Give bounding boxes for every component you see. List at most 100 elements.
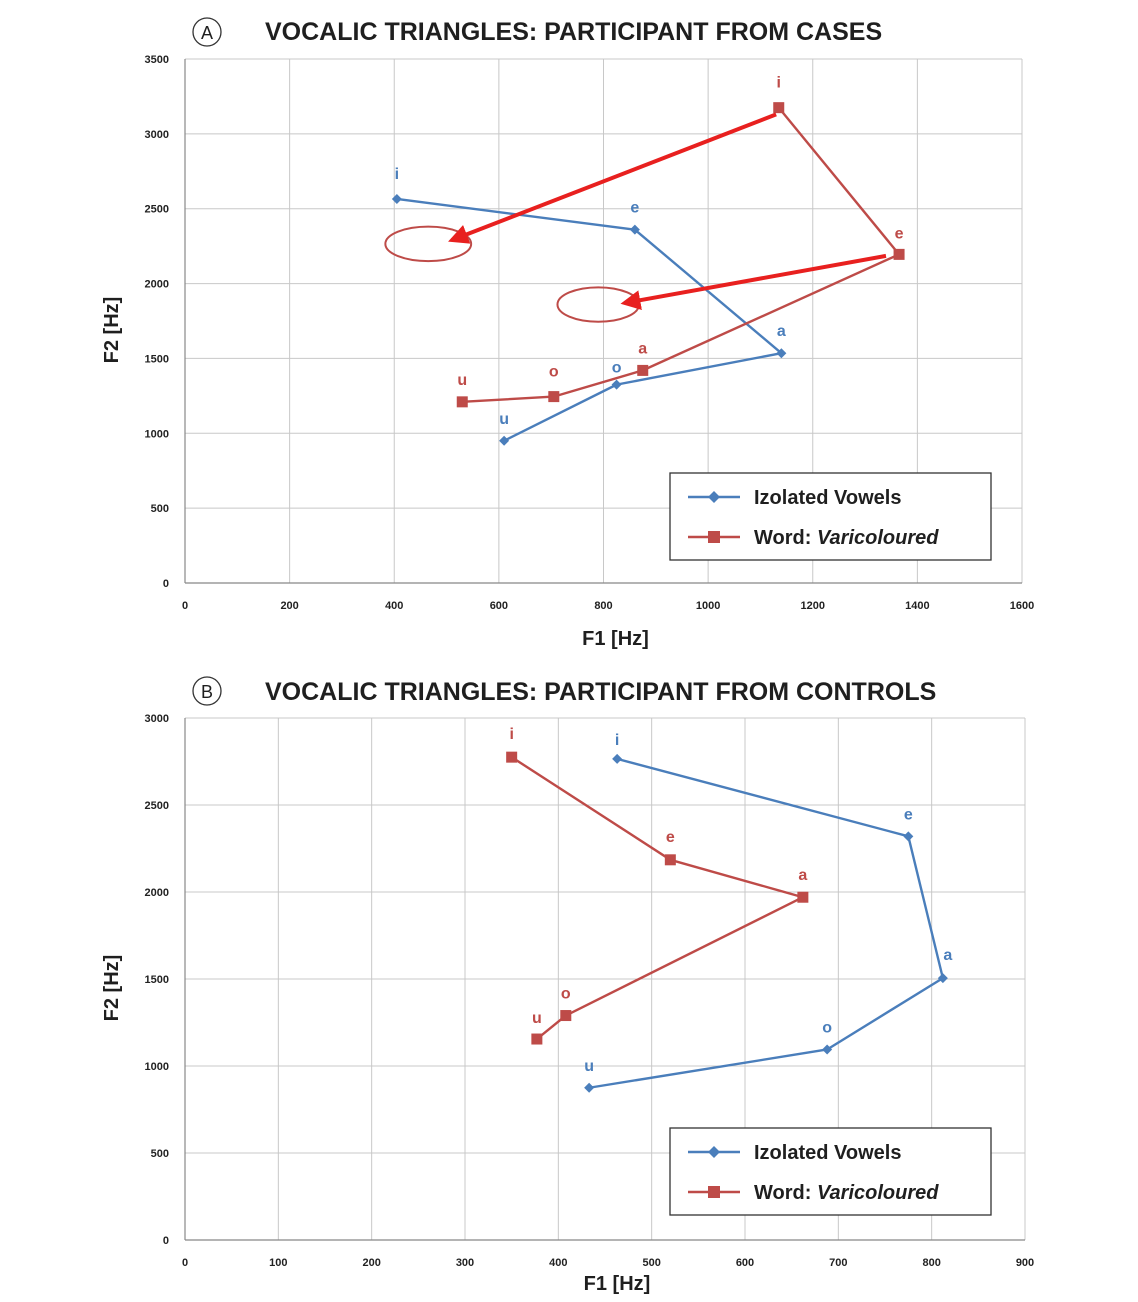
panel-letter: B <box>201 682 213 702</box>
legend-marker-diamond <box>708 1146 720 1158</box>
x-tick-label: 900 <box>1016 1257 1034 1269</box>
chart-title: VOCALIC TRIANGLES: PARTICIPANT FROM CASE… <box>265 18 882 46</box>
chart-title: VOCALIC TRIANGLES: PARTICIPANT FROM CONT… <box>265 678 936 706</box>
vowel-label: u <box>532 1010 542 1027</box>
vowel-label: i <box>615 732 619 749</box>
data-point-square <box>773 102 785 114</box>
y-tick-label: 500 <box>151 503 169 515</box>
vowel-label: e <box>666 829 675 846</box>
vowel-label: u <box>584 1058 594 1075</box>
data-point-diamond <box>391 193 402 204</box>
legend-label-word: Word: Varicoloured <box>754 527 939 549</box>
x-tick-label: 200 <box>280 600 298 612</box>
series-line-isolated-vowels <box>588 757 945 1089</box>
data-point-diamond <box>629 224 640 235</box>
vowel-label: o <box>561 986 571 1003</box>
y-tick-label: 2000 <box>145 887 169 899</box>
series-line-word-varicoloured <box>511 756 805 1040</box>
x-tick-label: 800 <box>594 600 612 612</box>
x-tick-label: 200 <box>362 1257 380 1269</box>
x-tick-label: 0 <box>182 600 188 612</box>
legend-box <box>669 1127 992 1216</box>
x-tick-label: 300 <box>456 1257 474 1269</box>
x-tick-label: 0 <box>182 1257 188 1269</box>
data-point-square <box>637 364 649 376</box>
legend: Izolated Vowels Word: Varicoloured <box>669 1127 992 1216</box>
legend-label-word: Word: Varicoloured <box>754 1182 939 1204</box>
data-point-diamond <box>499 435 510 446</box>
x-tick-label: 100 <box>269 1257 287 1269</box>
data-point-square <box>893 248 905 260</box>
data-point-diamond <box>903 831 914 842</box>
y-tick-label: 3000 <box>145 713 169 725</box>
vowel-label: e <box>630 200 639 217</box>
y-tick-label: 0 <box>163 1235 169 1247</box>
x-tick-label: 1200 <box>801 600 825 612</box>
y-tick-label: 1000 <box>145 1061 169 1073</box>
legend-marker-diamond <box>708 491 720 503</box>
data-point-diamond <box>612 753 623 764</box>
data-point-diamond <box>937 973 948 984</box>
y-tick-label: 1500 <box>145 353 169 365</box>
data-point-square <box>531 1033 543 1045</box>
data-point-diamond <box>611 379 622 390</box>
chart-panel-a: A VOCALIC TRIANGLES: PARTICIPANT FROM CAS… <box>101 17 1034 650</box>
x-tick-label: 1400 <box>905 600 929 612</box>
series-line-isolated-vowels <box>396 197 783 442</box>
x-axis-label: F1 [Hz] <box>582 628 649 650</box>
legend-label-word-prefix: Word: <box>754 527 817 549</box>
data-point-square <box>797 891 809 903</box>
vowel-label: u <box>457 372 467 389</box>
x-tick-label: 1600 <box>1010 600 1034 612</box>
vowel-label: o <box>822 1019 832 1036</box>
vowel-label: a <box>777 323 786 340</box>
x-tick-label: 400 <box>385 600 403 612</box>
vowel-label: i <box>395 166 399 183</box>
y-tick-label: 500 <box>151 1148 169 1160</box>
x-tick-label: 800 <box>922 1257 940 1269</box>
legend-label-isolated: Izolated Vowels <box>754 1142 901 1164</box>
vowel-label: e <box>895 225 904 242</box>
vowel-label: a <box>798 867 807 884</box>
legend: Izolated Vowels Word: Varicoloured <box>669 472 992 561</box>
vowel-label: e <box>904 806 913 823</box>
x-tick-label: 600 <box>490 600 508 612</box>
x-tick-label: 700 <box>829 1257 847 1269</box>
y-tick-label: 1500 <box>145 974 169 986</box>
data-point-square <box>560 1010 572 1022</box>
y-tick-label: 0 <box>163 578 169 590</box>
y-tick-label: 1000 <box>145 428 169 440</box>
x-tick-label: 500 <box>642 1257 660 1269</box>
legend-marker-square <box>708 531 720 543</box>
annotation-arrow <box>448 112 777 244</box>
vowel-label: o <box>612 360 622 377</box>
data-point-square <box>548 391 560 403</box>
data-point-diamond <box>584 1082 595 1093</box>
x-axis-label: F1 [Hz] <box>584 1273 651 1295</box>
vowel-label: a <box>943 947 952 964</box>
legend-label-word-italic: Varicoloured <box>817 527 939 549</box>
data-point-square <box>456 396 468 408</box>
y-tick-label: 3500 <box>145 54 169 66</box>
panel-letter-circle <box>192 17 222 47</box>
legend-marker-square <box>708 1186 720 1198</box>
vowel-label: u <box>499 411 509 428</box>
vowel-label: i <box>509 726 513 743</box>
data-point-diamond <box>822 1044 833 1055</box>
y-axis-label: F2 [Hz] <box>101 297 123 364</box>
vowel-label: o <box>549 364 559 381</box>
panel-letter: A <box>201 23 213 43</box>
y-tick-label: 2500 <box>145 204 169 216</box>
vowel-label: a <box>638 340 647 357</box>
chart-panel-b: B VOCALIC TRIANGLES: PARTICIPANT FROM CON… <box>101 676 1034 1295</box>
y-axis-label: F2 [Hz] <box>101 955 123 1022</box>
legend-label-word-italic: Varicoloured <box>817 1182 939 1204</box>
x-tick-label: 1000 <box>696 600 720 612</box>
data-point-square <box>664 854 676 866</box>
legend-label-isolated: Izolated Vowels <box>754 487 901 509</box>
legend-box <box>669 472 992 561</box>
data-point-diamond <box>776 348 787 359</box>
annotation-arrow <box>620 253 887 311</box>
